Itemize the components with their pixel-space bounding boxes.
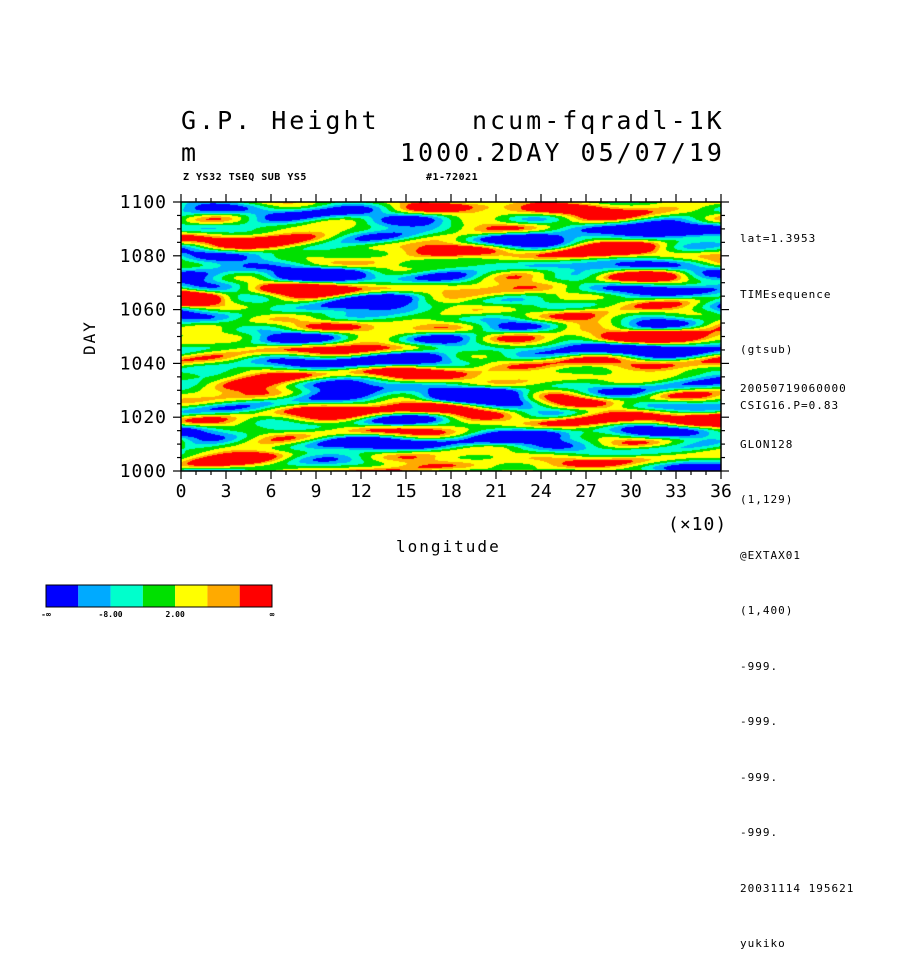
- info-line: lat=1.3953: [740, 232, 817, 245]
- x-tick-label: 12: [350, 481, 372, 502]
- colorbar-label: -∞: [41, 610, 51, 619]
- title-run-info: 1000.2DAY 05/07/19: [400, 138, 725, 167]
- colorbar-label: ∞: [270, 610, 275, 619]
- x-tick-label: 30: [620, 481, 642, 502]
- colorbar-swatch: [207, 585, 240, 607]
- colorbar-swatch: [46, 585, 79, 607]
- x-tick-label: 6: [266, 481, 277, 502]
- info-line: CSIG16.P=0.83: [740, 398, 840, 412]
- info-line: GLON128: [740, 437, 794, 451]
- info-line: (gtsub): [740, 343, 794, 356]
- y-tick-label: 1000: [120, 461, 167, 482]
- info-line: -999.: [740, 770, 779, 784]
- colorbar-swatch: [78, 585, 111, 607]
- x-tick-label: 33: [665, 481, 687, 502]
- x-tick-label: 18: [440, 481, 462, 502]
- y-tick-label: 1060: [120, 300, 167, 321]
- info-line: @EXTAX01: [740, 548, 801, 562]
- x-tick-label: 3: [221, 481, 232, 502]
- colorbar-label: 2.00: [166, 610, 185, 619]
- info-bottom: 20050719060000 GLON128 (1,129) @EXTAX01 …: [740, 343, 854, 972]
- info-line: 20031114 195621: [740, 881, 855, 895]
- colorbar-swatch: [175, 585, 208, 607]
- x-tick-label: 9: [311, 481, 322, 502]
- colorbar-swatch: [110, 585, 143, 607]
- x-tick-label: 27: [575, 481, 597, 502]
- plot-frame: [180, 201, 722, 472]
- info-line: 20050719060000: [740, 382, 847, 395]
- info-line: TIMEsequence: [740, 287, 832, 301]
- colorbar-swatch: [142, 585, 176, 607]
- y-tick-label: 1100: [120, 192, 167, 213]
- info-line: -999.: [740, 826, 779, 839]
- title-unit: m: [181, 138, 200, 167]
- colorbar-label: -8.00: [99, 610, 123, 619]
- subtitle-left: Z YS32 TSEQ SUB YS5: [183, 172, 307, 183]
- colorbar-swatch: [239, 585, 272, 607]
- y-axis-label: DAY: [79, 320, 99, 355]
- title-experiment: ncum-fqradl-1K: [472, 106, 725, 135]
- title-variable: G.P. Height: [181, 106, 380, 135]
- x-axis-multiplier: (×10): [668, 514, 728, 535]
- x-axis-label: longitude: [396, 537, 501, 556]
- x-tick-label: 24: [530, 481, 552, 502]
- info-line: -999.: [740, 659, 779, 673]
- y-tick-label: 1080: [120, 246, 167, 267]
- subtitle-right: #1-72021: [426, 172, 479, 183]
- y-tick-label: 1040: [120, 353, 167, 374]
- x-tick-label: 0: [176, 481, 187, 502]
- y-tick-label: 1020: [120, 407, 167, 428]
- heatmap-field: [181, 202, 721, 471]
- x-tick-label: 36: [710, 481, 732, 502]
- colorbar-frame: [45, 584, 273, 608]
- info-line: (1,129): [740, 493, 794, 506]
- chart-axes: 0 3 6 9 12 15 18 21 24 27 30 33 36100010201040106010…: [41, 192, 732, 619]
- x-tick-label: 15: [395, 481, 417, 502]
- info-top: lat=1.3953 TIMEsequence (gtsub) CSIG16.P…: [740, 193, 839, 434]
- info-line: (1,400): [740, 604, 794, 617]
- info-line: yukiko: [740, 937, 786, 950]
- info-line: -999.: [740, 715, 779, 728]
- x-tick-label: 21: [485, 481, 507, 502]
